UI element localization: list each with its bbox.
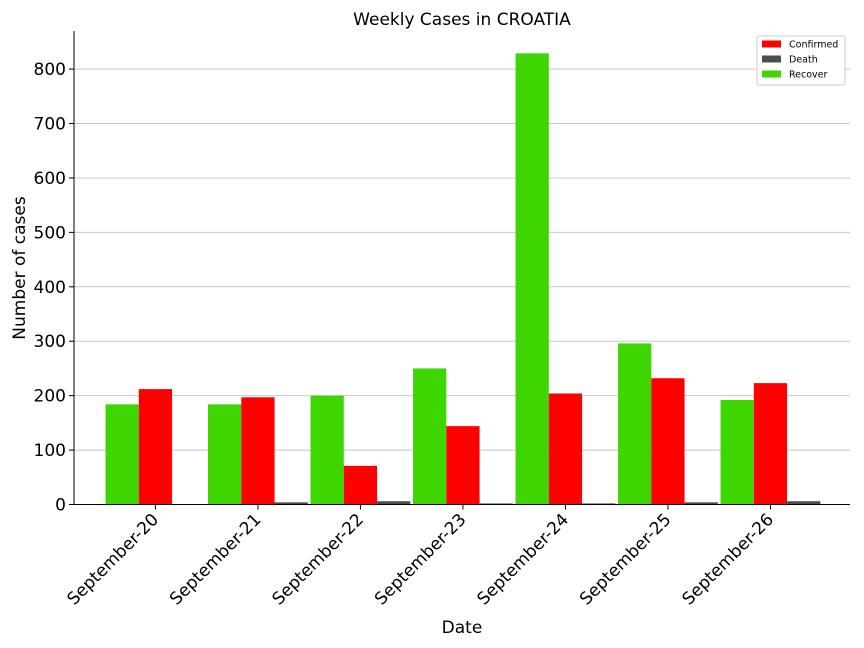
bar-recover bbox=[515, 53, 549, 505]
y-tick-label: 200 bbox=[34, 387, 66, 407]
y-tick-label: 0 bbox=[55, 496, 66, 516]
y-tick-label: 100 bbox=[34, 441, 66, 461]
y-tick-label: 400 bbox=[34, 278, 66, 298]
x-tick-label: September-26 bbox=[679, 510, 778, 609]
bar-confirmed bbox=[343, 465, 378, 505]
legend-swatch-recover bbox=[762, 70, 781, 78]
y-tick-label: 500 bbox=[34, 223, 66, 243]
bar-death bbox=[787, 501, 821, 505]
bar-recover bbox=[105, 404, 139, 505]
x-tick-label: September-20 bbox=[64, 510, 163, 609]
y-axis-label: Number of cases bbox=[10, 196, 30, 340]
bar-recover bbox=[310, 395, 344, 505]
x-axis-label: Date bbox=[442, 618, 483, 638]
grid-lines bbox=[74, 68, 850, 451]
bar-recover bbox=[618, 343, 652, 505]
bar-confirmed bbox=[241, 397, 275, 505]
bar-death bbox=[274, 502, 308, 505]
legend-swatch-confirmed bbox=[762, 40, 781, 48]
legend-label-death: Death bbox=[789, 55, 818, 66]
bar-death bbox=[479, 503, 513, 505]
bar-death bbox=[684, 502, 718, 505]
bar-recover bbox=[413, 368, 447, 505]
axes bbox=[73, 31, 850, 505]
legend-label-confirmed: Confirmed bbox=[789, 40, 838, 51]
bar-confirmed bbox=[548, 393, 583, 505]
legend: Confirmed Death Recover bbox=[756, 35, 846, 86]
legend-label-recover: Recover bbox=[789, 70, 828, 81]
y-tick-label: 800 bbox=[34, 60, 66, 80]
y-tick-label: 600 bbox=[34, 169, 66, 189]
x-tick-label: September-22 bbox=[269, 510, 368, 609]
bars bbox=[105, 53, 821, 505]
bar-recover bbox=[208, 404, 242, 505]
y-ticks: 0 100 200 300 400 500 600 700 800 bbox=[34, 60, 74, 516]
x-tick-label: September-25 bbox=[576, 510, 675, 609]
bar-confirmed bbox=[138, 389, 173, 505]
x-tick-label: September-23 bbox=[371, 510, 470, 609]
chart-title: Weekly Cases in CROATIA bbox=[353, 10, 571, 30]
x-tick-label: September-21 bbox=[166, 510, 265, 609]
bar-death bbox=[377, 501, 411, 505]
y-tick-label: 300 bbox=[34, 332, 66, 352]
x-tick-label: September-24 bbox=[474, 510, 573, 609]
x-ticks: September-20 September-21 September-22 Sept… bbox=[64, 504, 778, 609]
legend-swatch-death bbox=[762, 55, 781, 63]
bar-recover bbox=[720, 400, 754, 505]
y-tick-label: 700 bbox=[34, 115, 66, 135]
bar-death bbox=[582, 503, 616, 505]
bar-confirmed bbox=[651, 378, 685, 505]
bar-confirmed bbox=[753, 383, 788, 505]
bar-confirmed bbox=[446, 426, 480, 505]
